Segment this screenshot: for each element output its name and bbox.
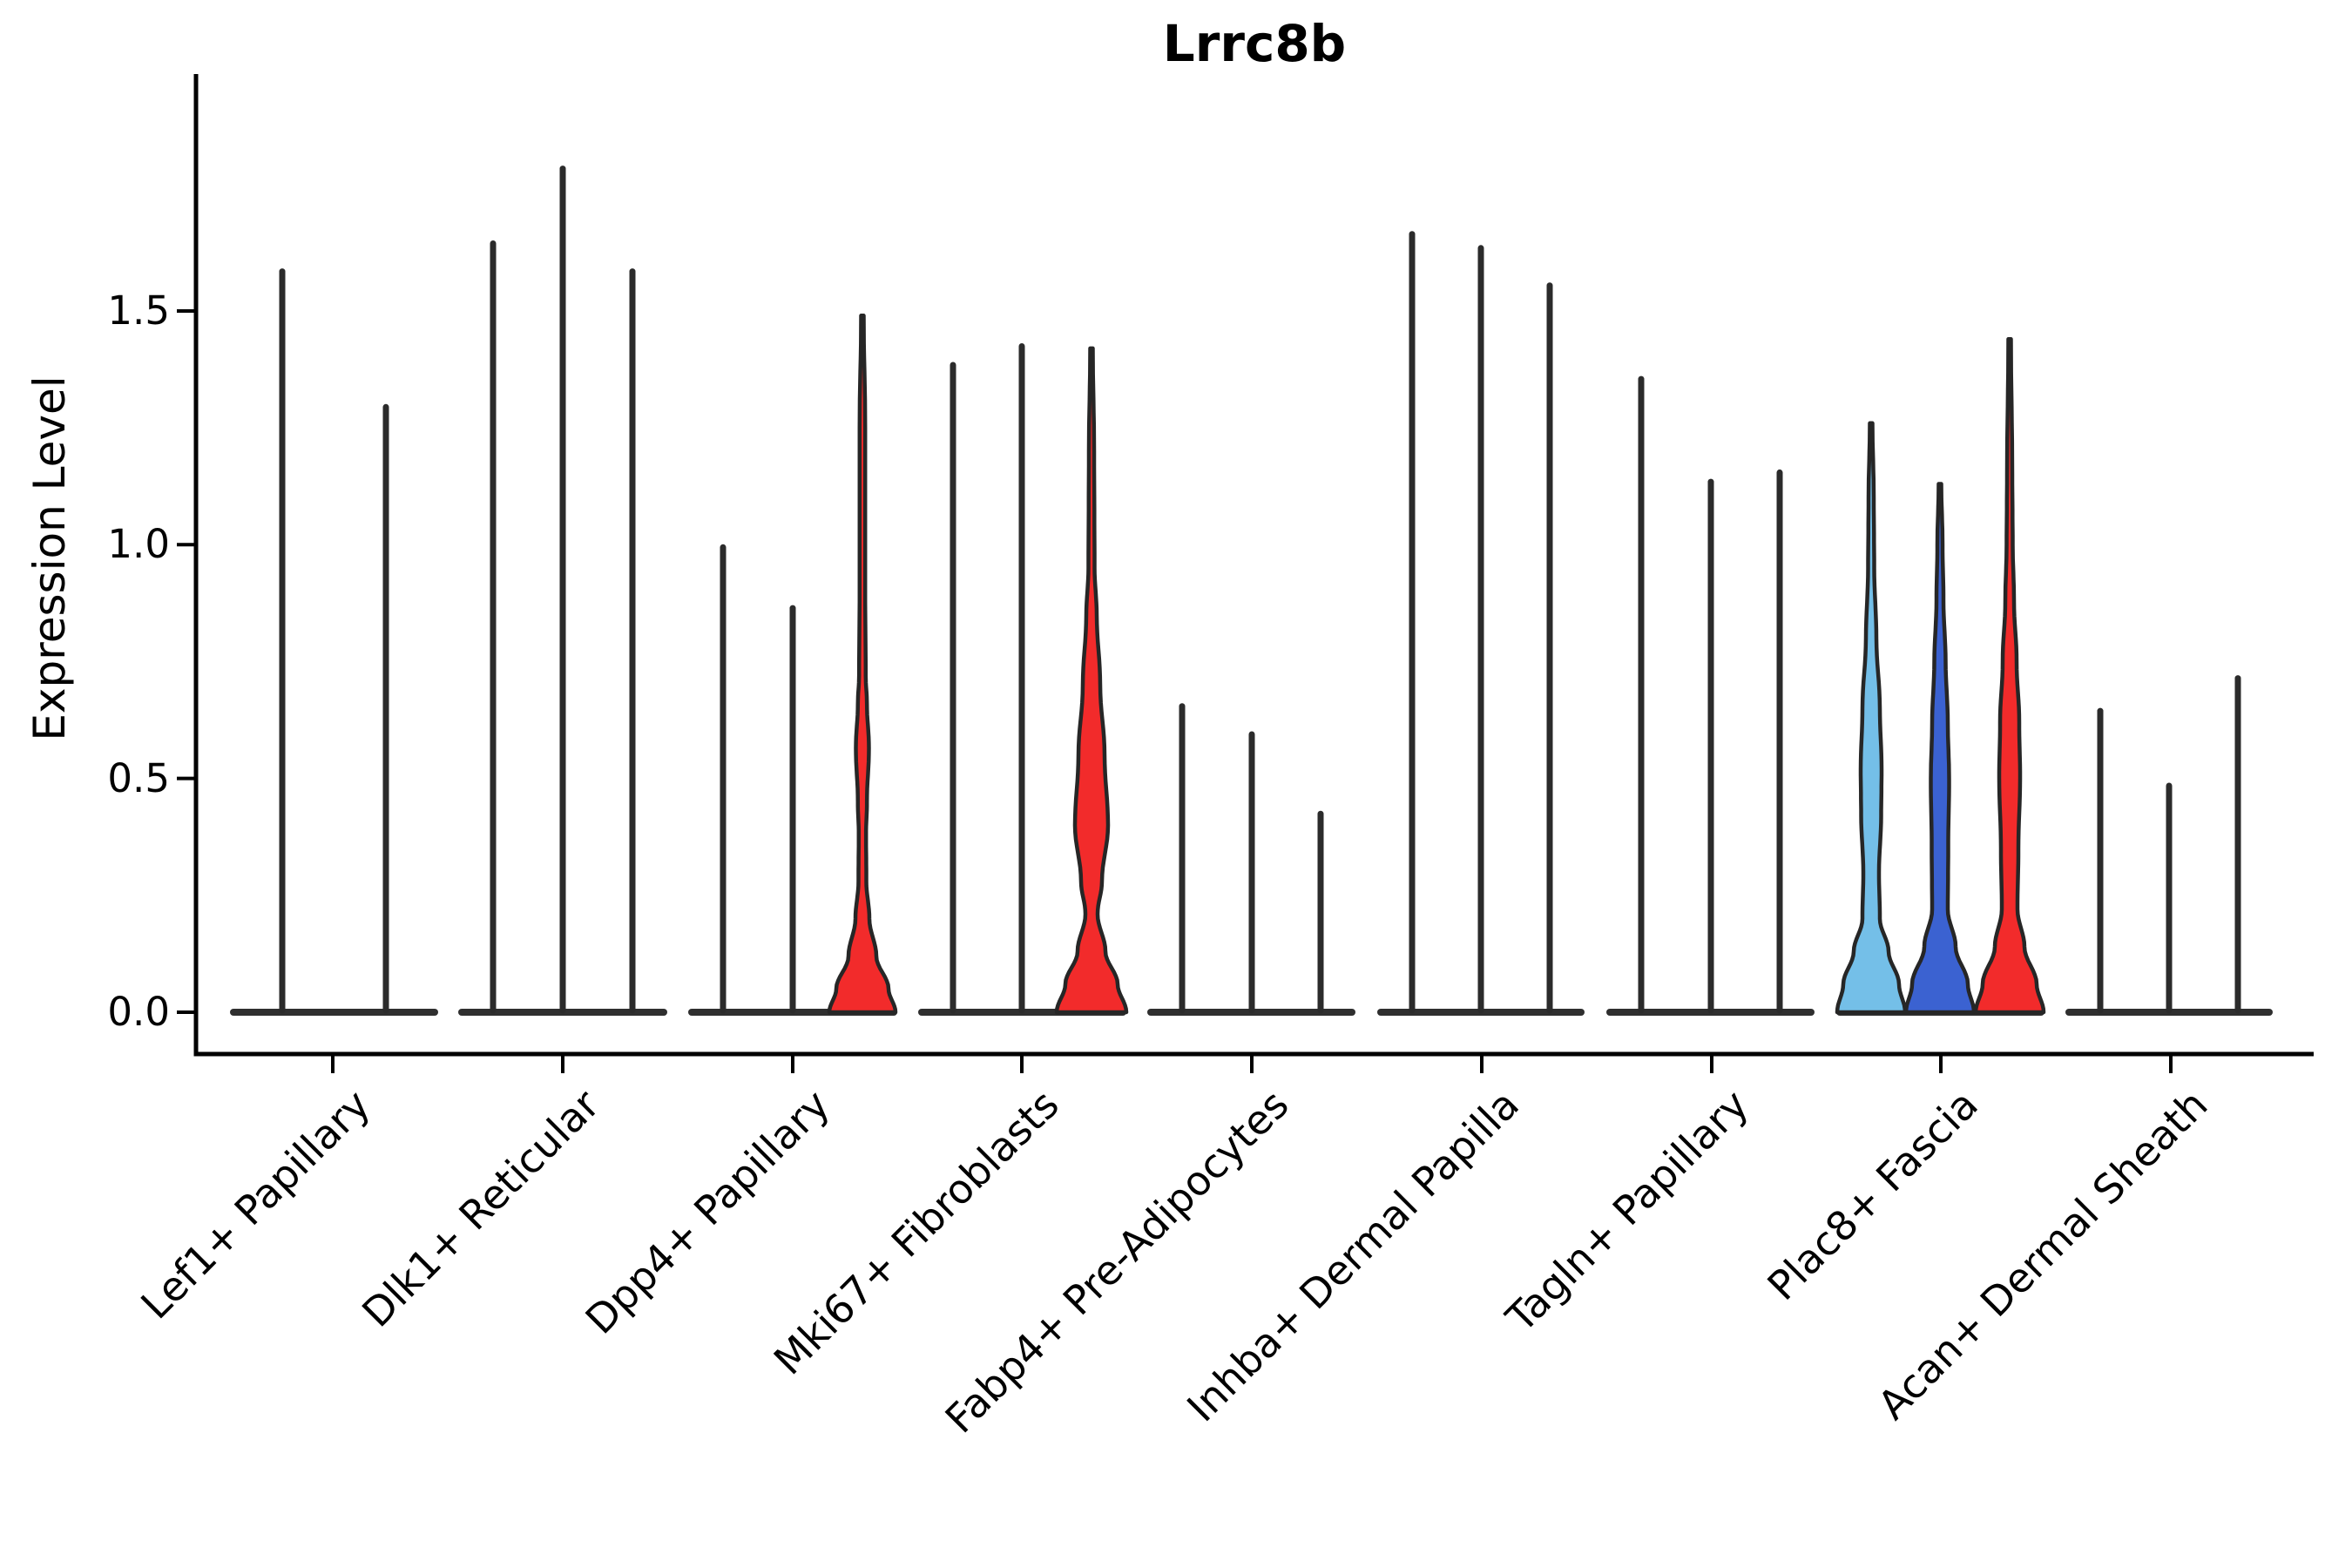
- y-tick-label-0.0: 0.0: [107, 989, 170, 1035]
- violin-8-3-filled: [1973, 336, 2046, 1015]
- y-tick-label-1.0: 1.0: [107, 521, 170, 568]
- violin-4-3-filled: [1054, 346, 1129, 1015]
- y-tick-label-1.5: 1.5: [107, 287, 170, 334]
- y-axis-label: Expression Level: [24, 375, 75, 741]
- y-tick-label-0.5: 0.5: [107, 754, 170, 801]
- chart-title: Lrrc8b: [1162, 14, 1347, 73]
- violin-8-1-filled: [1835, 421, 1908, 1015]
- violin-baseline-group-1: [230, 1009, 438, 1016]
- violin-8-2-filled: [1903, 482, 1977, 1015]
- violin-3-3-filled: [827, 314, 898, 1015]
